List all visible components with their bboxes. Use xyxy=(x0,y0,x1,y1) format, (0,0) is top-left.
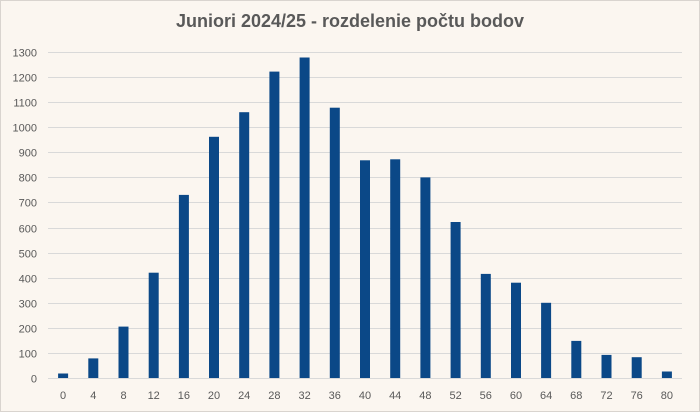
bar-64 xyxy=(541,302,552,378)
y-tick-label: 0 xyxy=(31,374,37,386)
x-tick-label: 20 xyxy=(208,390,220,402)
bar-20 xyxy=(209,136,219,378)
bar-52 xyxy=(450,222,461,378)
y-tick-label: 600 xyxy=(19,224,37,236)
bar-44 xyxy=(390,159,401,378)
bar-24 xyxy=(239,112,250,378)
y-tick-label: 500 xyxy=(19,249,37,261)
x-tick-label: 56 xyxy=(480,390,492,402)
x-tick-label: 36 xyxy=(329,390,341,402)
bar-68 xyxy=(571,340,582,378)
y-tick-label: 200 xyxy=(19,324,37,336)
bar-8 xyxy=(118,326,129,378)
x-tick-label: 80 xyxy=(661,390,673,402)
y-tick-label: 100 xyxy=(19,349,37,361)
y-tick-label: 1000 xyxy=(13,123,37,135)
x-tick-label: 32 xyxy=(298,390,310,402)
bar-56 xyxy=(480,273,491,378)
x-tick-label: 28 xyxy=(268,390,280,402)
bar-80 xyxy=(661,371,672,378)
x-axis-tick-labels: 0 4 8 12 16 20 24 28 32 36 40 44 48 52 56 60 64 68 72 76 80 xyxy=(60,390,673,402)
x-tick-label: 48 xyxy=(419,390,431,402)
y-tick-label: 400 xyxy=(19,274,37,286)
y-tick-label: 300 xyxy=(19,299,37,311)
bar-0 xyxy=(58,373,69,378)
x-tick-label: 68 xyxy=(570,390,582,402)
x-tick-label: 0 xyxy=(60,390,66,402)
bar-40 xyxy=(360,160,370,378)
x-tick-label: 40 xyxy=(359,390,371,402)
x-tick-label: 72 xyxy=(600,390,612,402)
y-axis-tick-labels: 0 100 200 300 400 500 600 700 800 900 1000 1100 1200… xyxy=(13,48,37,386)
x-tick-label: 52 xyxy=(449,390,461,402)
y-tick-label: 1200 xyxy=(13,73,37,85)
bar-76 xyxy=(631,357,642,378)
x-tick-label: 12 xyxy=(148,390,160,402)
bar-32 xyxy=(299,57,310,378)
y-tick-label: 1100 xyxy=(13,98,37,110)
x-tick-label: 60 xyxy=(510,390,522,402)
bar-36 xyxy=(329,107,340,378)
bar-4 xyxy=(88,358,99,378)
bar-16 xyxy=(178,194,189,378)
x-tick-label: 16 xyxy=(178,390,190,402)
bars xyxy=(58,57,672,378)
y-tick-label: 800 xyxy=(19,173,37,185)
bar-72 xyxy=(601,354,612,378)
y-tick-label: 900 xyxy=(19,148,37,160)
x-tick-label: 4 xyxy=(90,390,96,402)
x-tick-label: 64 xyxy=(540,390,552,402)
bar-12 xyxy=(148,272,159,378)
bar-28 xyxy=(269,71,280,378)
bar-60 xyxy=(511,282,521,378)
x-tick-label: 24 xyxy=(238,390,250,402)
x-tick-label: 8 xyxy=(120,390,126,402)
y-tick-label: 1300 xyxy=(13,48,37,60)
x-tick-label: 76 xyxy=(631,390,643,402)
x-tick-label: 44 xyxy=(389,390,401,402)
bar-48 xyxy=(420,177,431,378)
y-tick-label: 700 xyxy=(19,198,37,210)
chart-title: Juniori 2024/25 - rozdelenie počtu bodov xyxy=(175,11,525,31)
